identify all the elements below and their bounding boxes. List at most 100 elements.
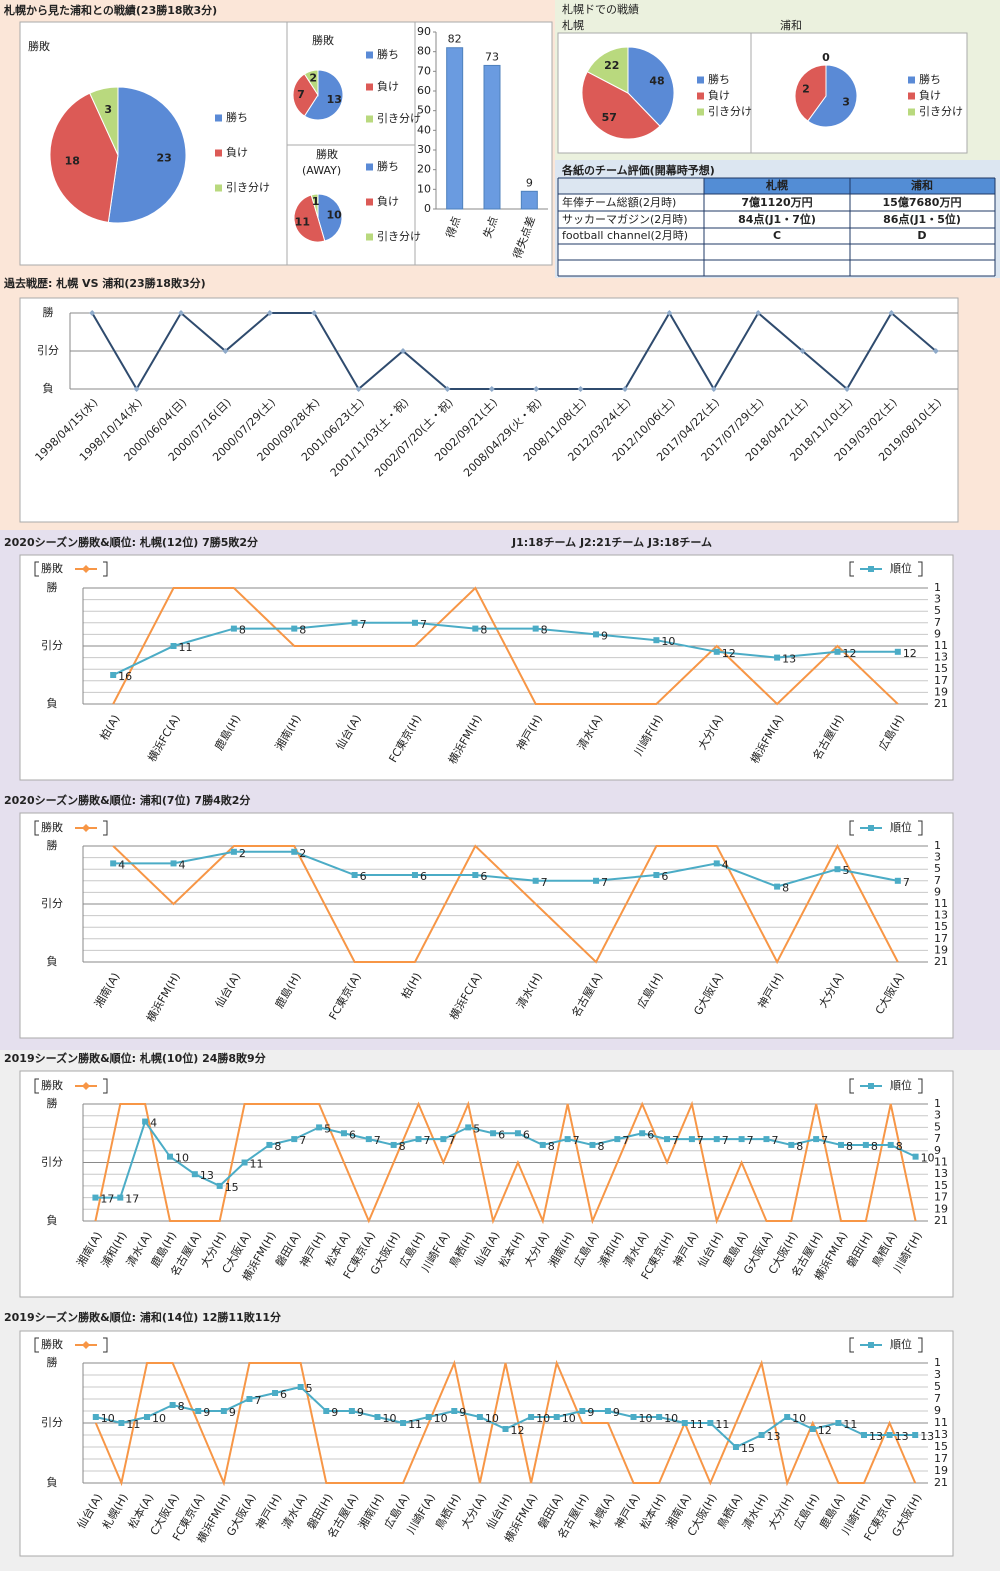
y2-tick-label: 11 (934, 1416, 948, 1429)
marker (472, 872, 479, 878)
data-label: 73 (485, 50, 499, 63)
marker (564, 1136, 571, 1143)
data-label: 8 (548, 1140, 555, 1153)
chart-title: 札幌から見た浦和との戦績(23勝18敗3分) (3, 3, 217, 17)
y2-tick-label: 3 (934, 1368, 941, 1381)
marker (178, 310, 184, 316)
legend-label: 順位 (890, 1337, 912, 1351)
marker (653, 637, 660, 644)
data-label: 10 (382, 1412, 396, 1425)
marker (886, 1432, 893, 1438)
marker (614, 1136, 621, 1143)
data-label: 7 (903, 876, 910, 889)
legend-swatch (366, 51, 373, 59)
data-label: 9 (601, 629, 608, 642)
marker (710, 386, 717, 392)
bar (520, 190, 538, 210)
data-label: 7 (697, 1134, 704, 1147)
data-label: 15 (741, 1442, 755, 1455)
marker (323, 1408, 330, 1414)
legend-label: 勝ち (377, 47, 399, 61)
legend-label: 引き分け (708, 104, 752, 118)
series-line (113, 850, 899, 888)
legend-label: 引き分け (377, 229, 421, 243)
marker (297, 1384, 304, 1390)
y2-tick-label: 13 (934, 651, 948, 664)
y-tick-label: 引分 (41, 638, 63, 652)
marker (351, 872, 358, 878)
legend-label: 勝ち (226, 110, 248, 124)
data-label: 10 (921, 1152, 935, 1165)
data-label: 7 (254, 1394, 261, 1407)
y2-tick-label: 15 (934, 920, 948, 933)
marker (92, 1194, 99, 1201)
data-label: 4 (118, 858, 125, 871)
pie-slice (794, 64, 827, 122)
data-label: 6 (349, 1128, 356, 1141)
marker (887, 1141, 894, 1148)
data-label: 7 (821, 1134, 828, 1147)
marker (664, 1136, 671, 1143)
data-label: 7 (297, 88, 305, 101)
data-label: 4 (179, 858, 186, 871)
marker (142, 1118, 149, 1125)
data-label: 9 (587, 1406, 594, 1419)
marker (809, 1426, 816, 1432)
data-label: 8 (871, 1140, 878, 1153)
table-title: 各紙のチーム評価(開幕時予想) (561, 163, 715, 177)
panel (19, 812, 954, 1039)
data-label: 7 (722, 1134, 729, 1147)
marker (311, 310, 318, 316)
marker (241, 1159, 248, 1166)
pie-slice (807, 64, 858, 128)
legend-swatch (366, 83, 373, 91)
legend-marker (868, 1083, 874, 1089)
marker (291, 848, 298, 855)
marker (191, 1171, 198, 1178)
data-label: 5 (473, 1122, 480, 1135)
legend-bracket (34, 820, 108, 836)
data-label: 9 (526, 176, 533, 189)
data-label: 4 (722, 858, 729, 871)
legend-swatch (908, 76, 915, 84)
data-label: 6 (420, 870, 427, 883)
y-tick-label: 負 (47, 697, 58, 710)
marker (788, 1141, 795, 1148)
marker (888, 310, 895, 316)
marker (170, 643, 177, 649)
data-label: 9 (331, 1406, 338, 1419)
data-label: 18 (65, 155, 80, 168)
data-label: 13 (327, 93, 342, 106)
marker (195, 1408, 202, 1414)
data-label: 8 (299, 624, 306, 637)
marker (390, 1141, 397, 1148)
data-label: 8 (896, 1140, 903, 1153)
data-label: 10 (434, 1412, 448, 1425)
chart-title: 2019シーズン勝敗&順位: 札幌(10位) 24勝8敗9分 (4, 1051, 266, 1065)
y-tick-label: 20 (417, 163, 431, 176)
marker (532, 625, 539, 632)
data-label: 12 (903, 647, 917, 660)
y-tick-label: 引分 (41, 1415, 63, 1429)
marker (688, 1136, 695, 1143)
data-label: 5 (842, 864, 849, 877)
marker (266, 1141, 273, 1148)
y2-tick-label: 19 (934, 1464, 948, 1477)
data-label: 10 (792, 1412, 806, 1425)
chart-title: 2020シーズン勝敗&順位: 浦和(7位) 7勝4敗2分 (4, 793, 250, 807)
legend-bracket (34, 1337, 108, 1353)
legend-label: 勝ち (708, 72, 730, 86)
y2-tick-label: 5 (934, 1380, 941, 1393)
marker (110, 672, 117, 678)
table-grid (557, 177, 996, 277)
legend-bracket (849, 1337, 923, 1353)
data-label: 13 (782, 653, 796, 666)
data-label: 10 (485, 1412, 499, 1425)
marker (604, 1408, 611, 1414)
marker (707, 1420, 714, 1426)
marker (639, 1130, 646, 1137)
y2-tick-label: 15 (934, 1179, 948, 1192)
data-label: 6 (647, 1128, 654, 1141)
marker (246, 1396, 253, 1402)
table-cell: 84点(J1・7位) (738, 212, 816, 226)
